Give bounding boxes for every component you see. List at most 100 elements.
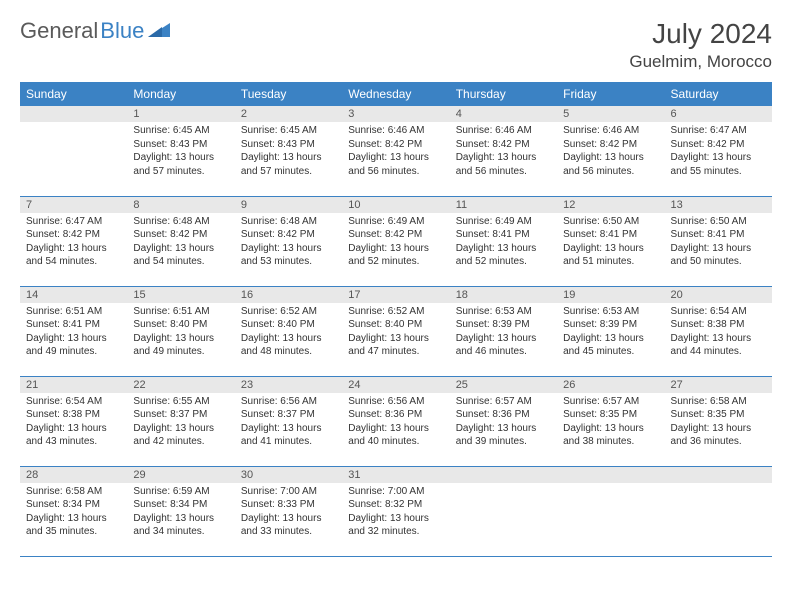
calendar-row: 7Sunrise: 6:47 AMSunset: 8:42 PMDaylight…: [20, 196, 772, 286]
weekday-row: SundayMondayTuesdayWednesdayThursdayFrid…: [20, 82, 772, 106]
sunrise-text: Sunrise: 6:48 AM: [133, 215, 228, 229]
daylight-text: Daylight: 13 hours and 40 minutes.: [348, 422, 443, 449]
title-block: July 2024 Guelmim, Morocco: [629, 18, 772, 72]
day-content: Sunrise: 6:46 AMSunset: 8:42 PMDaylight:…: [342, 122, 449, 182]
calendar-cell: 22Sunrise: 6:55 AMSunset: 8:37 PMDayligh…: [127, 376, 234, 466]
calendar-row: 28Sunrise: 6:58 AMSunset: 8:34 PMDayligh…: [20, 466, 772, 556]
calendar-cell: 23Sunrise: 6:56 AMSunset: 8:37 PMDayligh…: [235, 376, 342, 466]
day-content: Sunrise: 6:45 AMSunset: 8:43 PMDaylight:…: [235, 122, 342, 182]
calendar-cell: 11Sunrise: 6:49 AMSunset: 8:41 PMDayligh…: [450, 196, 557, 286]
day-content: Sunrise: 6:52 AMSunset: 8:40 PMDaylight:…: [342, 303, 449, 363]
daylight-text: Daylight: 13 hours and 46 minutes.: [456, 332, 551, 359]
calendar-cell: 7Sunrise: 6:47 AMSunset: 8:42 PMDaylight…: [20, 196, 127, 286]
calendar-cell: 2Sunrise: 6:45 AMSunset: 8:43 PMDaylight…: [235, 106, 342, 196]
sunset-text: Sunset: 8:41 PM: [26, 318, 121, 332]
day-number: 10: [342, 197, 449, 213]
daylight-text: Daylight: 13 hours and 47 minutes.: [348, 332, 443, 359]
daylight-text: Daylight: 13 hours and 57 minutes.: [133, 151, 228, 178]
day-content: Sunrise: 7:00 AMSunset: 8:32 PMDaylight:…: [342, 483, 449, 543]
daylight-text: Daylight: 13 hours and 51 minutes.: [563, 242, 658, 269]
sunset-text: Sunset: 8:38 PM: [671, 318, 766, 332]
sunrise-text: Sunrise: 6:52 AM: [348, 305, 443, 319]
day-content: Sunrise: 6:46 AMSunset: 8:42 PMDaylight:…: [450, 122, 557, 182]
sunrise-text: Sunrise: 6:52 AM: [241, 305, 336, 319]
sunset-text: Sunset: 8:37 PM: [133, 408, 228, 422]
daylight-text: Daylight: 13 hours and 49 minutes.: [133, 332, 228, 359]
day-content: Sunrise: 6:54 AMSunset: 8:38 PMDaylight:…: [20, 393, 127, 453]
daylight-text: Daylight: 13 hours and 52 minutes.: [456, 242, 551, 269]
calendar-cell: [20, 106, 127, 196]
day-number: 6: [665, 106, 772, 122]
sunset-text: Sunset: 8:36 PM: [456, 408, 551, 422]
day-content: Sunrise: 6:58 AMSunset: 8:34 PMDaylight:…: [20, 483, 127, 543]
day-content: Sunrise: 6:48 AMSunset: 8:42 PMDaylight:…: [235, 213, 342, 273]
day-content: Sunrise: 6:59 AMSunset: 8:34 PMDaylight:…: [127, 483, 234, 543]
sunrise-text: Sunrise: 6:48 AM: [241, 215, 336, 229]
day-number: 8: [127, 197, 234, 213]
calendar-body: 1Sunrise: 6:45 AMSunset: 8:43 PMDaylight…: [20, 106, 772, 556]
day-number: 1: [127, 106, 234, 122]
day-number: 26: [557, 377, 664, 393]
sunset-text: Sunset: 8:32 PM: [348, 498, 443, 512]
day-number: 9: [235, 197, 342, 213]
day-content: Sunrise: 6:50 AMSunset: 8:41 PMDaylight:…: [665, 213, 772, 273]
day-number: 28: [20, 467, 127, 483]
daylight-text: Daylight: 13 hours and 43 minutes.: [26, 422, 121, 449]
calendar-cell: 1Sunrise: 6:45 AMSunset: 8:43 PMDaylight…: [127, 106, 234, 196]
sunrise-text: Sunrise: 6:58 AM: [26, 485, 121, 499]
sunset-text: Sunset: 8:34 PM: [26, 498, 121, 512]
calendar-table: SundayMondayTuesdayWednesdayThursdayFrid…: [20, 82, 772, 557]
calendar-cell: 18Sunrise: 6:53 AMSunset: 8:39 PMDayligh…: [450, 286, 557, 376]
day-number: 22: [127, 377, 234, 393]
daylight-text: Daylight: 13 hours and 45 minutes.: [563, 332, 658, 359]
weekday-header: Monday: [127, 82, 234, 106]
sunrise-text: Sunrise: 6:45 AM: [241, 124, 336, 138]
sunrise-text: Sunrise: 6:51 AM: [26, 305, 121, 319]
calendar-cell: 9Sunrise: 6:48 AMSunset: 8:42 PMDaylight…: [235, 196, 342, 286]
logo-blue: Blue: [100, 18, 144, 44]
sunrise-text: Sunrise: 6:57 AM: [456, 395, 551, 409]
logo-triangle-icon: [148, 21, 170, 42]
sunrise-text: Sunrise: 6:45 AM: [133, 124, 228, 138]
sunset-text: Sunset: 8:42 PM: [348, 138, 443, 152]
calendar-cell: [450, 466, 557, 556]
calendar-cell: 3Sunrise: 6:46 AMSunset: 8:42 PMDaylight…: [342, 106, 449, 196]
weekday-header: Saturday: [665, 82, 772, 106]
day-number: [450, 467, 557, 483]
weekday-header: Tuesday: [235, 82, 342, 106]
daylight-text: Daylight: 13 hours and 48 minutes.: [241, 332, 336, 359]
calendar-cell: 10Sunrise: 6:49 AMSunset: 8:42 PMDayligh…: [342, 196, 449, 286]
sunset-text: Sunset: 8:42 PM: [133, 228, 228, 242]
sunset-text: Sunset: 8:42 PM: [241, 228, 336, 242]
sunset-text: Sunset: 8:40 PM: [348, 318, 443, 332]
calendar-head: SundayMondayTuesdayWednesdayThursdayFrid…: [20, 82, 772, 106]
day-content: Sunrise: 6:51 AMSunset: 8:40 PMDaylight:…: [127, 303, 234, 363]
sunrise-text: Sunrise: 6:54 AM: [671, 305, 766, 319]
calendar-cell: 20Sunrise: 6:54 AMSunset: 8:38 PMDayligh…: [665, 286, 772, 376]
daylight-text: Daylight: 13 hours and 34 minutes.: [133, 512, 228, 539]
sunset-text: Sunset: 8:35 PM: [671, 408, 766, 422]
sunset-text: Sunset: 8:34 PM: [133, 498, 228, 512]
sunrise-text: Sunrise: 6:47 AM: [26, 215, 121, 229]
day-content: Sunrise: 6:50 AMSunset: 8:41 PMDaylight:…: [557, 213, 664, 273]
day-number: 15: [127, 287, 234, 303]
day-number: 5: [557, 106, 664, 122]
day-content: Sunrise: 6:56 AMSunset: 8:37 PMDaylight:…: [235, 393, 342, 453]
calendar-cell: 24Sunrise: 6:56 AMSunset: 8:36 PMDayligh…: [342, 376, 449, 466]
weekday-header: Friday: [557, 82, 664, 106]
day-content: Sunrise: 6:52 AMSunset: 8:40 PMDaylight:…: [235, 303, 342, 363]
daylight-text: Daylight: 13 hours and 54 minutes.: [26, 242, 121, 269]
day-number: 23: [235, 377, 342, 393]
sunrise-text: Sunrise: 6:50 AM: [563, 215, 658, 229]
sunrise-text: Sunrise: 6:58 AM: [671, 395, 766, 409]
daylight-text: Daylight: 13 hours and 42 minutes.: [133, 422, 228, 449]
day-content: Sunrise: 6:57 AMSunset: 8:36 PMDaylight:…: [450, 393, 557, 453]
sunset-text: Sunset: 8:42 PM: [348, 228, 443, 242]
calendar-cell: 14Sunrise: 6:51 AMSunset: 8:41 PMDayligh…: [20, 286, 127, 376]
calendar-row: 14Sunrise: 6:51 AMSunset: 8:41 PMDayligh…: [20, 286, 772, 376]
day-content: Sunrise: 6:55 AMSunset: 8:37 PMDaylight:…: [127, 393, 234, 453]
sunrise-text: Sunrise: 6:56 AM: [241, 395, 336, 409]
day-number: 19: [557, 287, 664, 303]
daylight-text: Daylight: 13 hours and 56 minutes.: [563, 151, 658, 178]
sunrise-text: Sunrise: 6:53 AM: [456, 305, 551, 319]
